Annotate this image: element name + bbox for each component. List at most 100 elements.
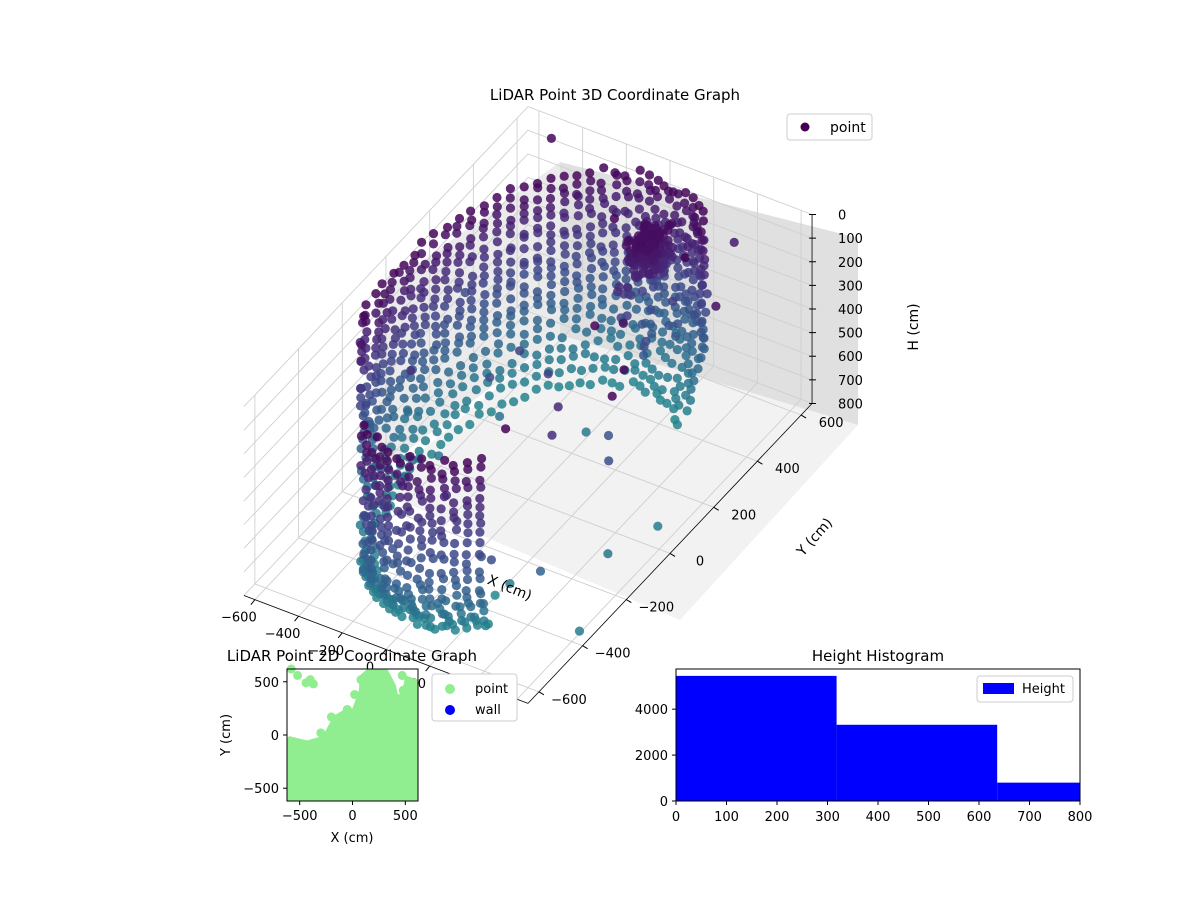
data-point [451,525,462,535]
data-point [416,534,427,545]
data-point [395,492,405,502]
data-point [386,376,396,387]
data-point [531,384,541,394]
data-point [572,259,582,269]
data-point [440,353,450,363]
data-point [384,465,394,475]
data-point [466,612,476,622]
data-point [402,556,412,566]
data-point [375,481,385,491]
data-point [396,295,406,305]
data-point [435,397,445,407]
data-point [425,406,436,416]
data-point [670,210,680,220]
data-point [383,528,393,538]
data-point [433,377,443,388]
data-point [702,289,712,299]
data-point [468,271,478,281]
data-point [672,345,683,355]
data-point [467,280,477,290]
data-point [392,454,402,464]
data-point [457,370,467,380]
data-point [477,453,487,464]
data-point [383,482,393,493]
data-point [440,345,450,356]
data-point [495,365,505,376]
data-point [654,370,664,380]
data-point [463,528,473,538]
legend-2d: point wall [431,673,518,722]
data-point [449,567,459,578]
data-point [492,202,502,212]
data-point [449,557,459,567]
data-point [420,436,431,446]
data-point [490,590,500,600]
data-point [474,567,484,577]
data-point [657,337,667,347]
data-point [519,282,529,292]
data-point [450,400,460,411]
plot-2d: LiDAR Point 2D Coordinate Graph −500−500… [219,647,518,846]
data-point [376,522,386,532]
data-point [598,219,608,229]
data-point [593,336,603,346]
data-point [334,714,344,724]
data-point [533,223,543,233]
data-point [380,289,390,299]
points-3d [355,133,739,636]
data-point [693,364,703,374]
data-point [479,207,489,217]
data-point [519,269,529,279]
data-point [675,381,685,391]
data-point [634,204,645,214]
data-point [655,346,666,356]
data-point [675,228,685,238]
x-tick-label: 500 [393,809,418,824]
data-point [546,237,556,247]
data-point [639,341,649,352]
data-point [475,475,485,485]
data-point [572,224,582,234]
data-point [356,383,366,394]
data-point [420,259,430,269]
data-point [566,364,577,374]
data-point [442,257,452,267]
data-point [421,610,431,620]
data-point [411,393,421,403]
data-point [376,471,386,481]
data-point [400,414,410,424]
data-point [610,168,620,178]
data-point [635,165,645,175]
data-point [696,353,706,363]
data-point [596,185,607,195]
data-point [647,255,657,265]
data-point [366,511,376,521]
data-point [463,519,473,529]
data-point [428,301,438,311]
data-point [640,211,651,222]
data-point [519,209,529,219]
data-point [546,257,556,267]
z-tick-label: 500 [838,327,863,342]
data-point [560,276,570,287]
data-point [404,472,414,482]
data-point [546,183,556,194]
data-point [372,405,382,415]
data-point [609,266,619,276]
data-point [429,355,439,365]
data-point [506,243,516,253]
data-point [358,496,368,506]
data-point [573,200,584,210]
data-point [443,242,453,253]
data-point [466,331,477,341]
data-point [545,331,556,341]
data-point [396,477,406,487]
data-point [372,334,382,345]
data-point [479,201,489,211]
data-point [371,343,381,353]
data-point [688,275,698,285]
data-point [436,568,446,579]
data-point [412,574,422,584]
data-point [408,304,418,314]
grid-line [243,224,813,525]
